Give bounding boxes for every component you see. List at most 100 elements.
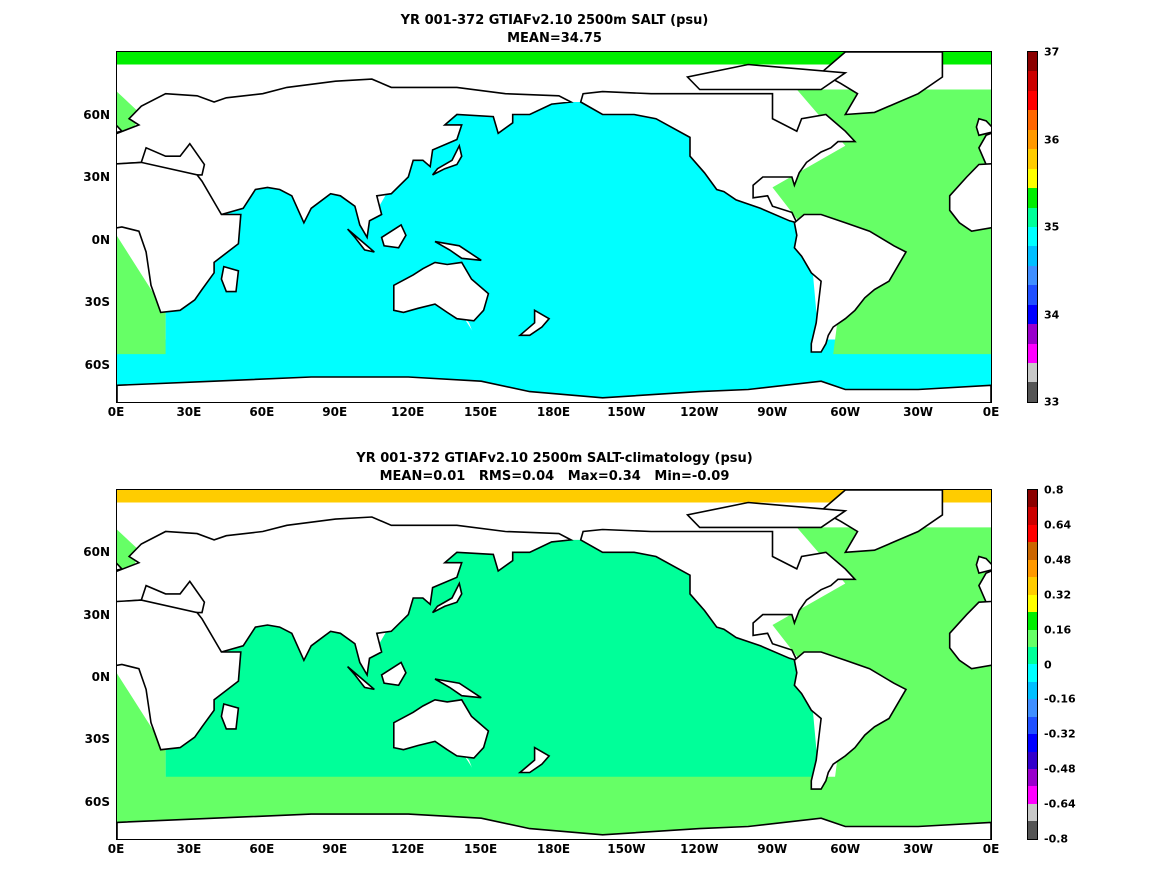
colorbar-segment (1028, 110, 1037, 130)
landmass-canadianArchipelago (685, 501, 848, 529)
chart-title: YR 001-372 GTIAFv2.10 2500m SALT (psu) (400, 13, 709, 28)
colorbar-segment (1028, 246, 1037, 266)
salt-anomaly-map (116, 489, 992, 840)
landmass-greenland (819, 52, 944, 116)
colorbar-tick-label: 33 (1044, 395, 1060, 409)
colorbar-segment (1028, 129, 1037, 150)
ocean-region-atlantic (117, 529, 166, 792)
x-tick-label: 120W (680, 405, 719, 419)
colorbar-segment (1028, 751, 1037, 769)
x-tick-label: 90W (757, 842, 788, 856)
colorbar-tick-label: 34 (1044, 308, 1060, 321)
colorbar-segment (1028, 681, 1037, 700)
y-tick-label: 60S (84, 357, 110, 372)
landmass-uk-wrap (975, 555, 991, 575)
colorbar-segment (1028, 577, 1037, 595)
colorbar-segment (1028, 490, 1037, 508)
x-tick-label: 90W (757, 405, 788, 419)
colorbar-tick-label: -0.32 (1044, 727, 1076, 741)
colorbar-tick-label: 0.64 (1044, 518, 1072, 532)
landmass-eurasia (117, 78, 574, 240)
x-tick-label: 150E (463, 405, 498, 419)
colorbar-tick-label: 0.8 (1044, 483, 1064, 497)
colorbar-tick-label: 0.32 (1044, 588, 1072, 602)
landmass-namerica (579, 528, 857, 662)
landmass-africa (117, 161, 242, 314)
x-tick-label: 120W (680, 842, 719, 856)
colorbar-segment (1028, 324, 1037, 344)
x-tick-label: 90E (322, 405, 348, 419)
colorbar-segment (1028, 304, 1037, 325)
x-tick-label: 60E (249, 842, 275, 856)
colorbar-segment (1028, 188, 1037, 208)
x-tick-label: 120E (391, 405, 425, 419)
chart-title: YR 001-372 GTIAFv2.10 2500m SALT-climato… (356, 451, 753, 466)
landmass-uk (117, 562, 124, 571)
colorbar-segment (1028, 207, 1037, 227)
colorbar-segment (1028, 363, 1037, 383)
landmass-newzealand (517, 308, 551, 337)
colorbar-segment (1028, 786, 1037, 804)
x-tick-label: 30W (903, 405, 934, 419)
x-tick-label: 150W (607, 405, 646, 419)
landmass-japan (431, 581, 463, 614)
salt-panel: YR 001-372 GTIAFv2.10 2500m SALT (psu) M… (0, 0, 1167, 437)
colorbar-tick-label: -0.8 (1044, 832, 1069, 846)
landmass-africa (117, 599, 242, 751)
y-tick-label: 0N (91, 232, 110, 247)
colorbar-segment (1028, 821, 1037, 839)
landmass-sumatra (346, 228, 375, 253)
colorbar-segment (1028, 265, 1037, 286)
x-tick-label: 180E (536, 842, 571, 856)
colorbar-tick-label: 0 (1044, 658, 1052, 671)
colorbar-segment (1028, 285, 1037, 305)
ocean-region-arctic (117, 490, 991, 503)
colorbar-segment (1028, 524, 1037, 543)
landmass-antarctica (117, 376, 991, 402)
y-tick-label: 60S (84, 794, 110, 809)
colorbar-segment (1028, 646, 1037, 665)
x-tick-label: 120E (391, 842, 425, 856)
colorbar-tick-label: -0.48 (1044, 762, 1076, 776)
colorbar-segment (1028, 149, 1037, 169)
colorbar-tick-label: 0.16 (1044, 623, 1072, 637)
ocean-region-arctic (117, 52, 991, 65)
landmass-samerica (793, 213, 908, 353)
y-tick-label: 30S (84, 732, 110, 747)
colorbar-segment (1028, 343, 1037, 363)
landmass-australia (392, 698, 490, 759)
x-tick-label: 30E (176, 405, 202, 419)
colorbar-segment (1028, 612, 1037, 630)
landmass-sumatra (346, 665, 375, 691)
colorbar-segment (1028, 168, 1037, 189)
y-tick-label: 30N (83, 170, 110, 184)
colorbar-tick-label: 35 (1044, 220, 1060, 234)
y-tick-label: 60N (83, 545, 110, 560)
salt-map (116, 51, 992, 403)
x-tick-label: 60W (830, 405, 861, 419)
ocean-region-atlantic (772, 89, 991, 355)
colorbar-segment (1028, 52, 1037, 72)
colorbar-segment (1028, 594, 1037, 613)
colorbar-segment (1028, 803, 1037, 822)
landmass-africa-wrap (948, 163, 991, 233)
landmass-newguinea (434, 240, 482, 262)
landmass-newguinea (434, 678, 482, 699)
landmass-eurasia-wrap (978, 132, 991, 166)
x-tick-label: 0E (107, 405, 125, 419)
landmass-borneo (380, 661, 407, 687)
ocean-region-atlantic (772, 527, 991, 792)
colorbar-segment (1028, 507, 1037, 525)
ocean-region-atlantic (117, 91, 166, 355)
colorbar-segment (1028, 769, 1037, 787)
x-tick-label: 150E (463, 842, 498, 856)
chart-subtitle: MEAN=34.75 (507, 31, 602, 46)
colorbar-segment (1028, 559, 1037, 578)
landmass-borneo (380, 223, 407, 249)
colorbar-tick-label: -0.16 (1044, 692, 1076, 706)
x-tick-label: 0E (982, 405, 1000, 419)
colorbar-segment (1028, 542, 1037, 560)
colorbar-tick-label: -0.64 (1044, 797, 1076, 811)
colorbar-segment (1028, 629, 1037, 647)
